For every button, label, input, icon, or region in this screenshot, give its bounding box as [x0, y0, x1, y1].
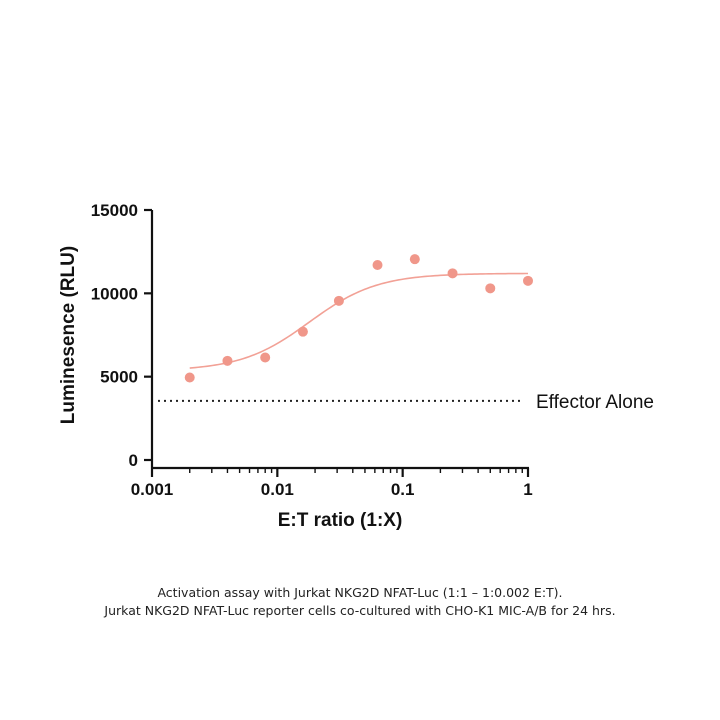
x-tick-label: 1	[523, 480, 532, 499]
fit-curve	[189, 272, 529, 369]
x-tick-label: 0.001	[131, 480, 174, 499]
data-point	[523, 275, 533, 286]
caption-line-2: Jurkat NKG2D NFAT-Luc reporter cells co-…	[104, 603, 616, 618]
x-tick-label: 0.01	[261, 480, 294, 499]
y-tick-label: 5000	[100, 368, 138, 387]
data-point	[447, 268, 458, 279]
data-point	[409, 254, 420, 265]
y-tick-label: 15000	[91, 201, 138, 220]
x-axis-title: E:T ratio (1:X)	[278, 510, 403, 531]
fit-curve-layer	[189, 272, 529, 369]
data-point	[333, 295, 344, 306]
data-point	[184, 372, 195, 383]
data-point	[260, 352, 271, 363]
data-points	[184, 254, 533, 383]
data-point	[297, 326, 308, 337]
data-point	[372, 260, 383, 270]
reference-layer: Effector Alone	[158, 392, 654, 413]
data-point	[222, 355, 233, 366]
y-axis-title: Luminesence (RLU)	[58, 246, 79, 424]
data-point	[485, 283, 496, 294]
y-tick-label: 0	[129, 451, 138, 470]
axes: 0 5000 10000 15000 0.001 0.01 0.1 1	[91, 201, 533, 499]
y-tick-label: 10000	[91, 284, 138, 303]
x-tick-label: 0.1	[391, 480, 415, 499]
reference-line-label: Effector Alone	[536, 392, 654, 413]
caption-line-1: Activation assay with Jurkat NKG2D NFAT-…	[157, 585, 563, 600]
